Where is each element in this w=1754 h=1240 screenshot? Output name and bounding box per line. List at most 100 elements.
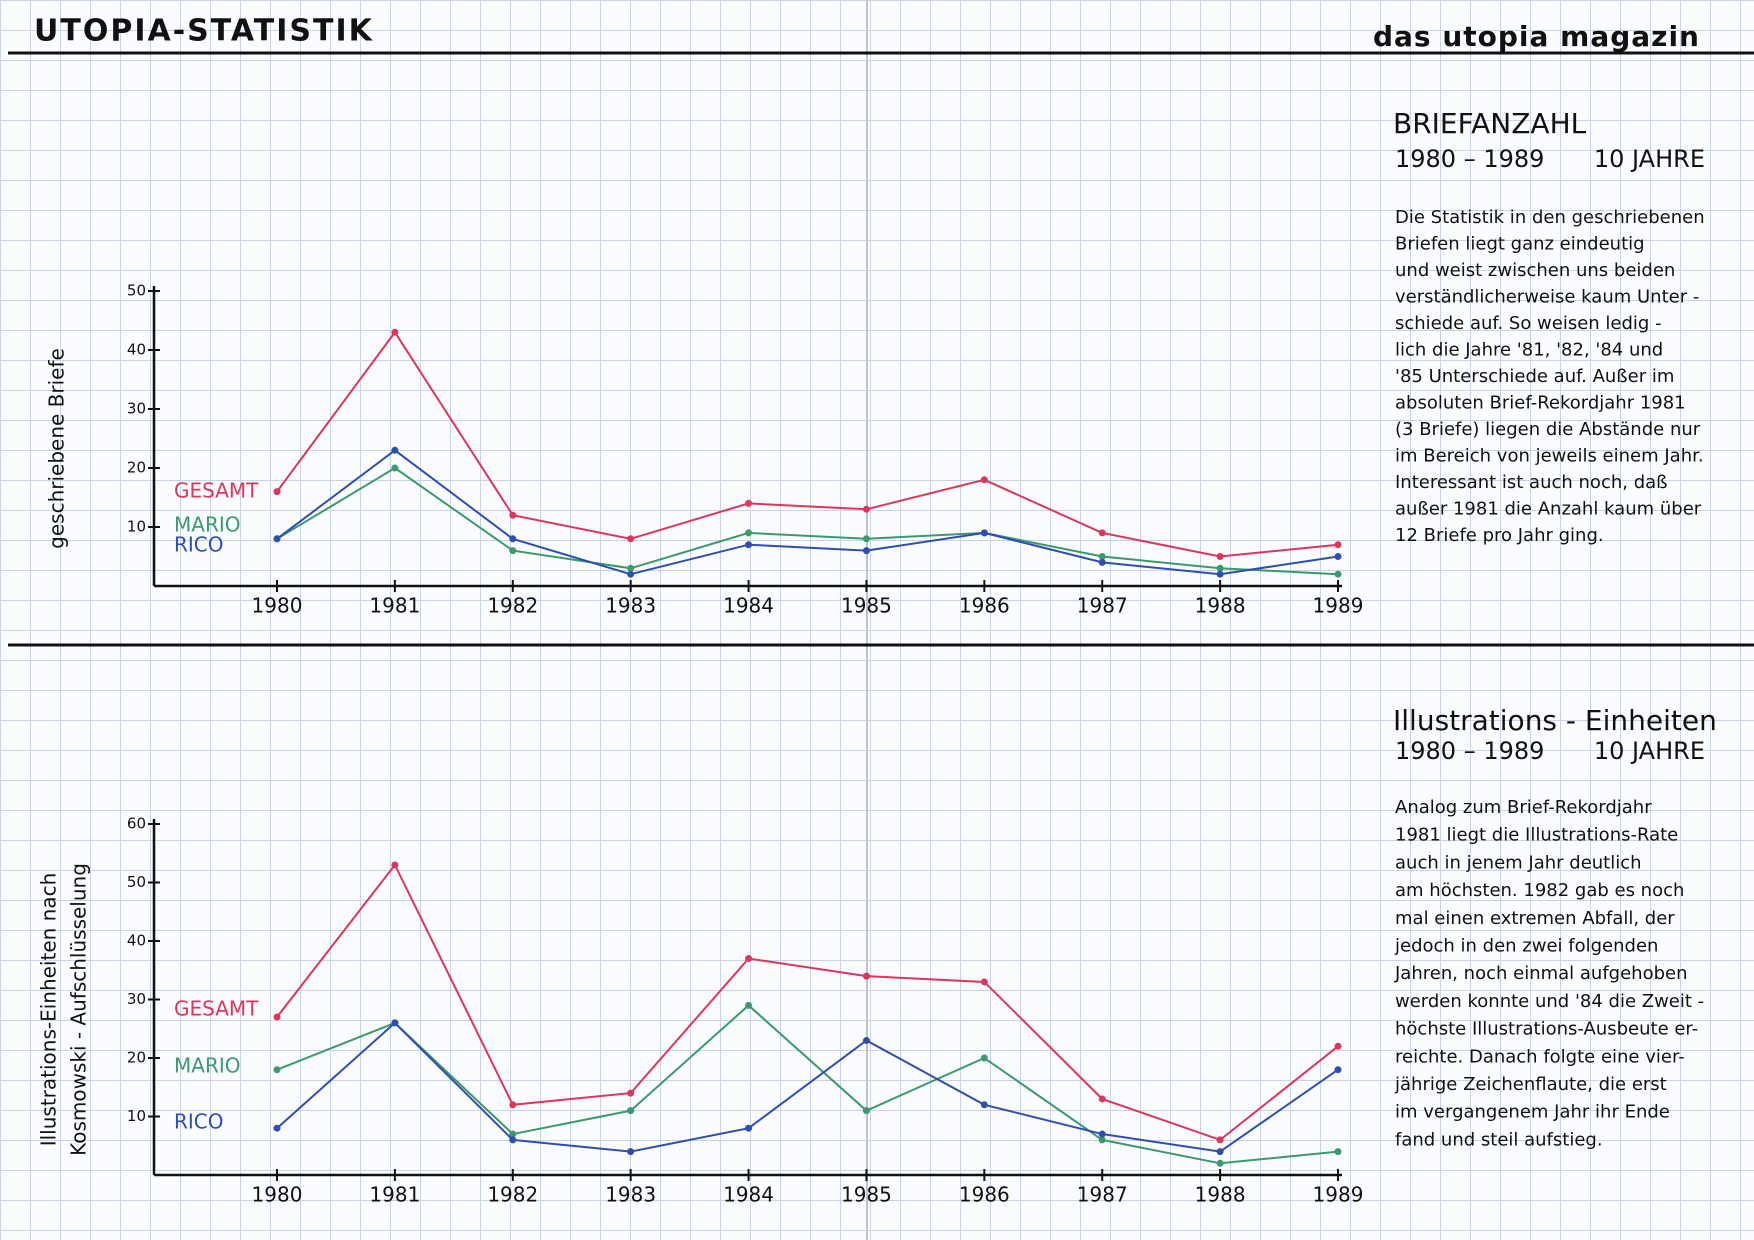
series-line <box>276 449 1339 576</box>
data-point <box>509 547 517 555</box>
data-point <box>1334 1042 1342 1050</box>
description-line: schiede auf. So weisen ledig - <box>1395 313 1662 334</box>
panel-period: 10 JAHRE <box>1594 145 1705 173</box>
data-point <box>1216 1148 1224 1156</box>
data-point <box>1216 564 1224 572</box>
data-point <box>509 1130 517 1138</box>
data-point <box>1216 553 1224 560</box>
description-line: 1981 liegt die Illustrations-Rate <box>1395 825 1678 846</box>
data-point <box>862 1036 870 1044</box>
data-point <box>627 570 635 578</box>
data-point <box>745 1124 753 1132</box>
y-tick-label: 10 <box>127 518 146 536</box>
x-tick-label: 1984 <box>723 1183 774 1207</box>
data-point <box>1216 1159 1224 1167</box>
description-line: am höchsten. 1982 gab es noch <box>1395 880 1684 901</box>
y-tick-label: 50 <box>127 873 146 891</box>
y-axis-label: geschriebene Briefe <box>45 348 69 549</box>
legend-label: RICO <box>174 1110 224 1134</box>
y-tick-label: 50 <box>127 282 146 300</box>
y-tick-label: 10 <box>127 1107 146 1125</box>
data-point <box>862 1107 870 1115</box>
data-point <box>1098 1095 1106 1103</box>
data-point <box>1334 541 1342 549</box>
data-point <box>627 535 635 543</box>
description-line: Interessant ist auch noch, daß <box>1395 472 1668 493</box>
data-point <box>745 955 753 963</box>
series-line <box>276 330 1339 558</box>
description-line: reichte. Danach folgte eine vier- <box>1395 1046 1685 1067</box>
data-point <box>273 1066 281 1074</box>
description-line: jedoch in den zwei folgenden <box>1394 936 1658 957</box>
data-point <box>980 1054 988 1062</box>
data-point <box>509 511 517 519</box>
data-point <box>391 328 399 336</box>
description-line: fand und steil aufstieg. <box>1395 1129 1603 1150</box>
series-line <box>276 1021 1339 1153</box>
description-line: werden konnte und '84 die Zweit - <box>1395 991 1704 1012</box>
x-tick-label: 1982 <box>487 594 538 618</box>
x-tick-label: 1989 <box>1313 1183 1364 1207</box>
x-tick-label: 1983 <box>605 1183 656 1207</box>
data-point <box>627 564 635 572</box>
data-point <box>627 1089 635 1097</box>
y-axis-label: Illustrations-Einheiten nach <box>37 873 61 1147</box>
data-point <box>1098 553 1106 560</box>
data-point <box>862 547 870 555</box>
legend-label: RICO <box>174 533 224 557</box>
x-tick-label: 1985 <box>841 1183 892 1207</box>
y-tick-label: 60 <box>127 815 146 833</box>
data-point <box>745 529 753 537</box>
data-point <box>391 464 399 472</box>
description-line: (3 Briefe) liegen die Abstände nur <box>1395 419 1701 440</box>
series-line <box>276 863 1339 1142</box>
data-point <box>1098 529 1106 537</box>
x-tick-label: 1981 <box>369 594 420 618</box>
legend-label: MARIO <box>174 1054 240 1078</box>
data-point <box>980 978 988 986</box>
data-point <box>745 499 753 507</box>
x-tick-label: 1988 <box>1195 1183 1246 1207</box>
data-point <box>980 1101 988 1109</box>
y-tick-label: 30 <box>127 400 146 418</box>
data-point <box>273 1124 281 1132</box>
data-point <box>1334 1066 1342 1074</box>
data-point <box>1334 1148 1342 1156</box>
data-point <box>980 529 988 537</box>
data-point <box>1334 553 1342 560</box>
data-point <box>1098 558 1106 566</box>
y-axis-label: Kosmowski - Aufschlüsselung <box>67 863 91 1156</box>
data-point <box>862 505 870 513</box>
data-point <box>391 861 399 869</box>
y-tick-label: 20 <box>127 459 146 477</box>
panel-subtitle: 1980 – 1989 <box>1395 737 1544 765</box>
data-point <box>391 446 399 454</box>
description-line: im Bereich von jeweils einem Jahr. <box>1395 446 1704 467</box>
x-tick-label: 1985 <box>841 594 892 618</box>
data-point <box>745 1001 753 1009</box>
data-point <box>509 1136 517 1144</box>
description-line: Analog zum Brief-Rekordjahr <box>1395 797 1652 818</box>
x-tick-label: 1982 <box>487 1183 538 1207</box>
panel-period: 10 JAHRE <box>1594 737 1705 765</box>
y-tick-label: 30 <box>127 990 146 1008</box>
series-line <box>276 466 1339 576</box>
y-tick-label: 40 <box>127 341 146 359</box>
x-tick-label: 1987 <box>1077 1183 1128 1207</box>
x-tick-label: 1986 <box>959 1183 1010 1207</box>
description-line: jährige Zeichenflaute, die erst <box>1394 1074 1667 1095</box>
data-point <box>509 535 517 543</box>
description-line: absoluten Brief-Rekordjahr 1981 <box>1395 393 1686 414</box>
data-point <box>862 972 870 980</box>
data-point <box>509 1101 517 1109</box>
x-tick-label: 1980 <box>252 1183 303 1207</box>
x-tick-label: 1980 <box>252 594 303 618</box>
data-point <box>273 488 281 496</box>
data-point <box>391 1019 399 1027</box>
x-tick-label: 1983 <box>605 594 656 618</box>
legend-label: GESAMT <box>174 997 259 1021</box>
x-tick-label: 1989 <box>1313 594 1364 618</box>
data-point <box>627 1148 635 1156</box>
description-line: Briefen liegt ganz eindeutig <box>1395 234 1645 255</box>
